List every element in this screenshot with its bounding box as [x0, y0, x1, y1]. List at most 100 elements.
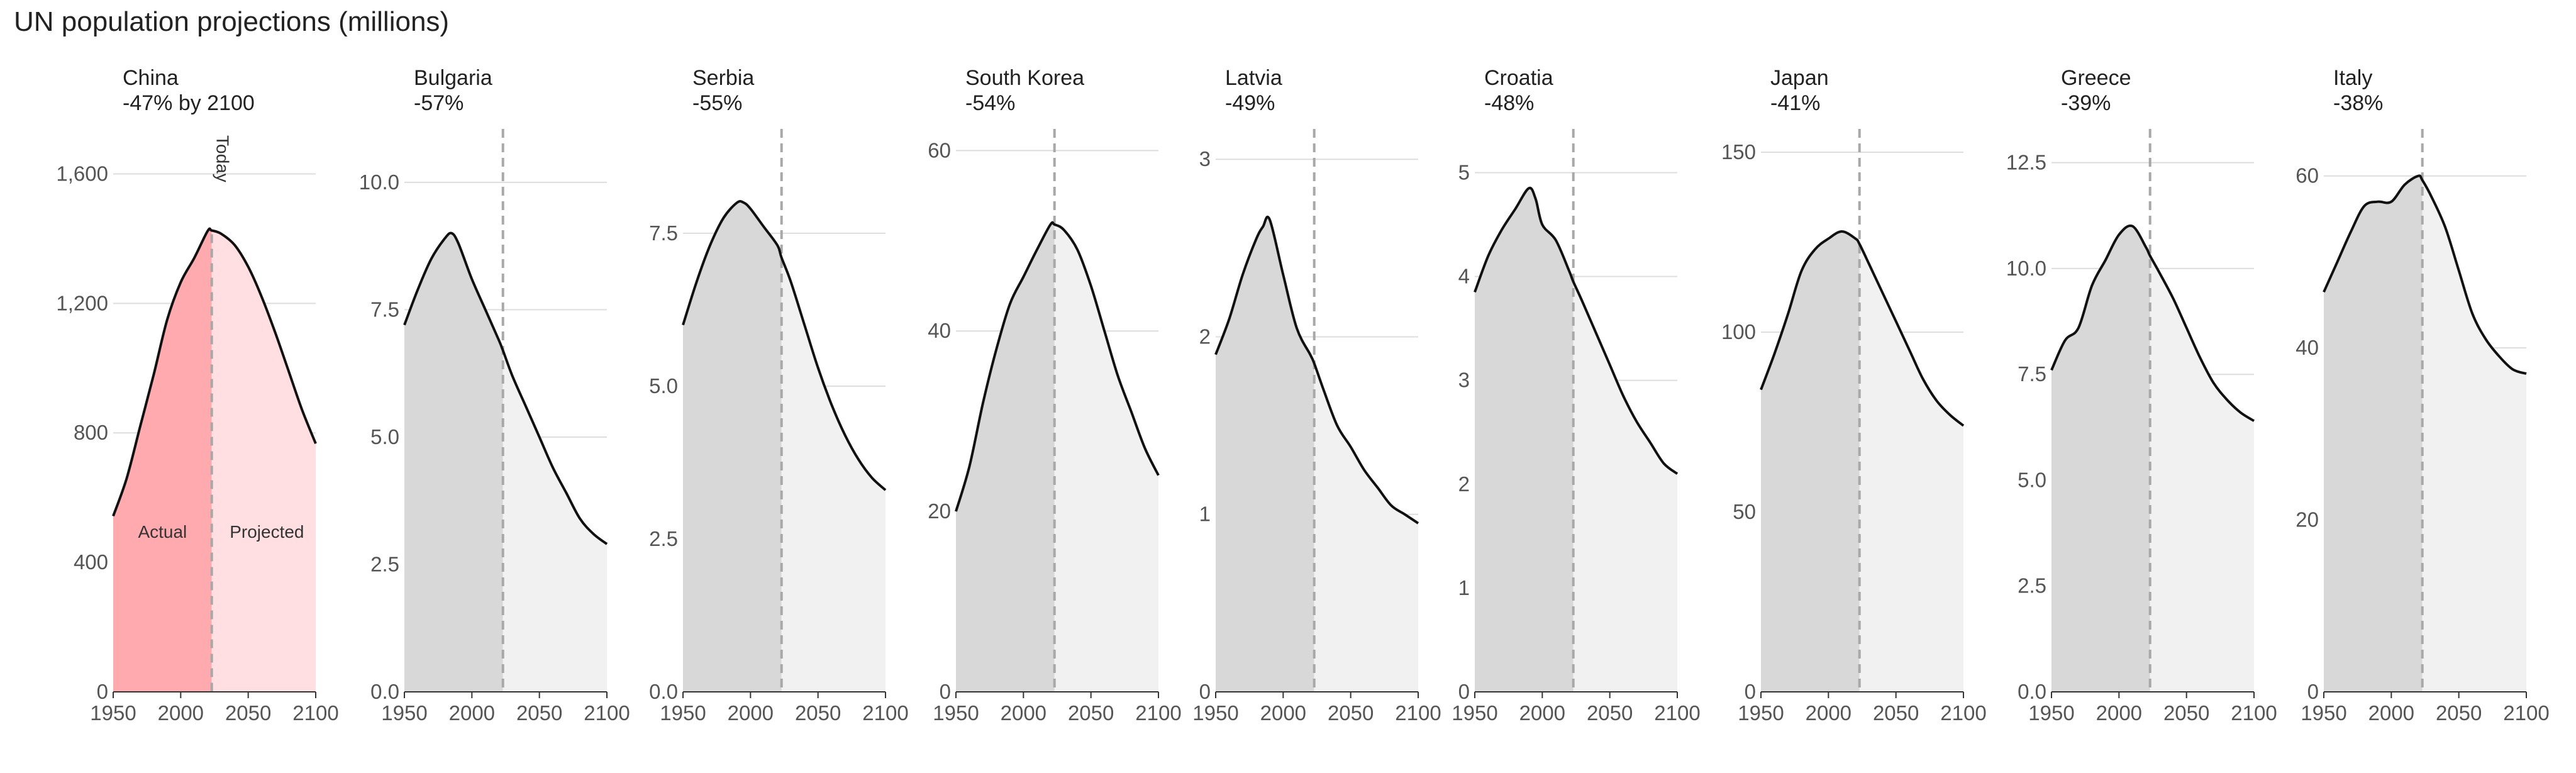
x-tick-label: 2000	[1806, 701, 1852, 725]
x-tick-label: 2100	[2231, 701, 2277, 725]
panel-title-japan: Japan	[1770, 66, 1829, 90]
y-tick-label: 2	[1458, 472, 1470, 496]
today-annotation: Today	[213, 135, 233, 182]
panel-greece: Greece-39% 0.0 2.5 5.0 7.5 10.0 12.5 1950 2000 20…	[2006, 66, 2277, 725]
x-tick-label: 2000	[2096, 701, 2142, 725]
area-projected	[2422, 180, 2526, 692]
x-tick-label: 1950	[1192, 701, 1238, 725]
y-tick-label: 0	[97, 680, 108, 703]
y-tick-label: 20	[2296, 508, 2319, 531]
x-tick-label: 1950	[933, 701, 979, 725]
chart-title: UN population projections (millions)	[14, 6, 450, 37]
panel-subtitle-china: -47% by 2100	[123, 91, 255, 115]
y-tick-label: 7.5	[649, 221, 678, 245]
area-actual	[683, 201, 782, 692]
panel-china: China-47% by 2100 0 400 800 1,200 1,600 1950 20…	[56, 66, 338, 725]
panel-subtitle-japan: -41%	[1770, 91, 1820, 115]
panel-title-bulgaria: Bulgaria	[414, 66, 492, 90]
y-tick-label: 2	[1199, 325, 1211, 348]
panel-italy: Italy-38% 0 20 40 60 1950 2000 2050 2100	[2296, 66, 2549, 725]
series-line	[1214, 215, 1419, 525]
y-tick-label: 5.0	[649, 374, 678, 398]
x-tick-label: 2100	[2503, 701, 2549, 725]
panel-subtitle-south-korea: -54%	[965, 91, 1015, 115]
x-tick-label: 2050	[2436, 701, 2482, 725]
y-tick-label: 7.5	[370, 298, 399, 321]
panel-title-greece: Greece	[2061, 66, 2131, 90]
y-tick-label: 3	[1199, 147, 1211, 170]
y-tick-label: 1	[1458, 576, 1470, 599]
y-tick-label: 40	[2296, 336, 2319, 359]
panel-title-china: China	[123, 66, 179, 90]
x-tick-label: 2000	[1001, 701, 1046, 725]
x-tick-label: 2000	[1519, 701, 1565, 725]
y-tick-label: 3	[1458, 369, 1470, 392]
panel-serbia: Serbia-55% 0.0 2.5 5.0 7.5 1950 2000 2050 2100	[649, 66, 909, 725]
area-projected	[1573, 281, 1677, 692]
series-line	[112, 227, 317, 517]
y-tick-label: 40	[928, 319, 951, 342]
panel-subtitle-croatia: -48%	[1484, 91, 1534, 115]
series-line	[2050, 224, 2255, 422]
y-tick-label: 7.5	[2018, 362, 2046, 386]
area-projected	[1859, 244, 1963, 692]
panel-title-italy: Italy	[2333, 66, 2372, 90]
projected-annotation: Projected	[230, 522, 304, 542]
x-tick-label: 2050	[2163, 701, 2209, 725]
x-tick-label: 2100	[1654, 701, 1700, 725]
area-projected	[1314, 363, 1418, 692]
x-tick-label: 1950	[2028, 701, 2074, 725]
area-projected	[781, 257, 886, 692]
y-tick-label: 0	[2307, 680, 2319, 703]
x-tick-label: 2050	[225, 701, 271, 725]
area-actual	[1216, 216, 1314, 692]
area-actual	[113, 228, 212, 692]
y-tick-label: 4	[1458, 265, 1470, 288]
area-projected	[2150, 255, 2254, 692]
y-tick-label: 10.0	[2006, 257, 2046, 280]
x-tick-label: 2100	[1940, 701, 1986, 725]
panel-latvia: Latvia-49% 0 1 2 3 1950 2000 2050 2100	[1192, 66, 1441, 725]
panel-subtitle-latvia: -49%	[1225, 91, 1275, 115]
y-tick-label: 5.0	[370, 425, 399, 448]
panel-title-south-korea: South Korea	[965, 66, 1084, 90]
x-tick-label: 2000	[728, 701, 774, 725]
area-actual	[956, 222, 1055, 692]
series-line	[2323, 174, 2527, 375]
panel-title-latvia: Latvia	[1225, 66, 1282, 90]
series-line	[1760, 230, 1965, 427]
y-tick-label: 0	[940, 680, 951, 703]
series-line	[682, 200, 887, 491]
area-projected	[211, 230, 316, 692]
y-tick-label: 5	[1458, 161, 1470, 184]
x-tick-label: 2000	[1260, 701, 1306, 725]
y-tick-label: 0.0	[2018, 680, 2046, 703]
x-tick-label: 2050	[1068, 701, 1114, 725]
panel-subtitle-italy: -38%	[2333, 91, 2383, 115]
y-tick-label: 2.5	[649, 527, 678, 550]
y-tick-label: 50	[1733, 500, 1756, 523]
x-tick-label: 1950	[90, 701, 136, 725]
panel-subtitle-serbia: -55%	[692, 91, 742, 115]
series-line	[1474, 186, 1679, 475]
x-tick-label: 2100	[292, 701, 338, 725]
area-actual	[404, 233, 503, 692]
area-actual	[1475, 187, 1574, 692]
y-tick-label: 60	[2296, 164, 2319, 187]
y-tick-label: 1,200	[56, 291, 108, 314]
x-tick-label: 2050	[1873, 701, 1919, 725]
x-tick-label: 2100	[1135, 701, 1181, 725]
panel-title-croatia: Croatia	[1484, 66, 1553, 90]
y-tick-label: 150	[1721, 140, 1756, 164]
panel-croatia: Croatia-48% 0 1 2 3 4 5 1950 2000 2050 2100	[1452, 66, 1700, 725]
x-tick-label: 2000	[2368, 701, 2414, 725]
x-tick-label: 2050	[1587, 701, 1633, 725]
y-tick-label: 800	[74, 421, 108, 444]
series-line	[955, 221, 1160, 512]
x-tick-label: 2100	[862, 701, 908, 725]
x-tick-label: 1950	[381, 701, 427, 725]
actual-annotation: Actual	[138, 522, 187, 542]
panel-subtitle-greece: -39%	[2061, 91, 2111, 115]
y-tick-label: 2.5	[2018, 574, 2046, 598]
x-tick-label: 2050	[795, 701, 841, 725]
